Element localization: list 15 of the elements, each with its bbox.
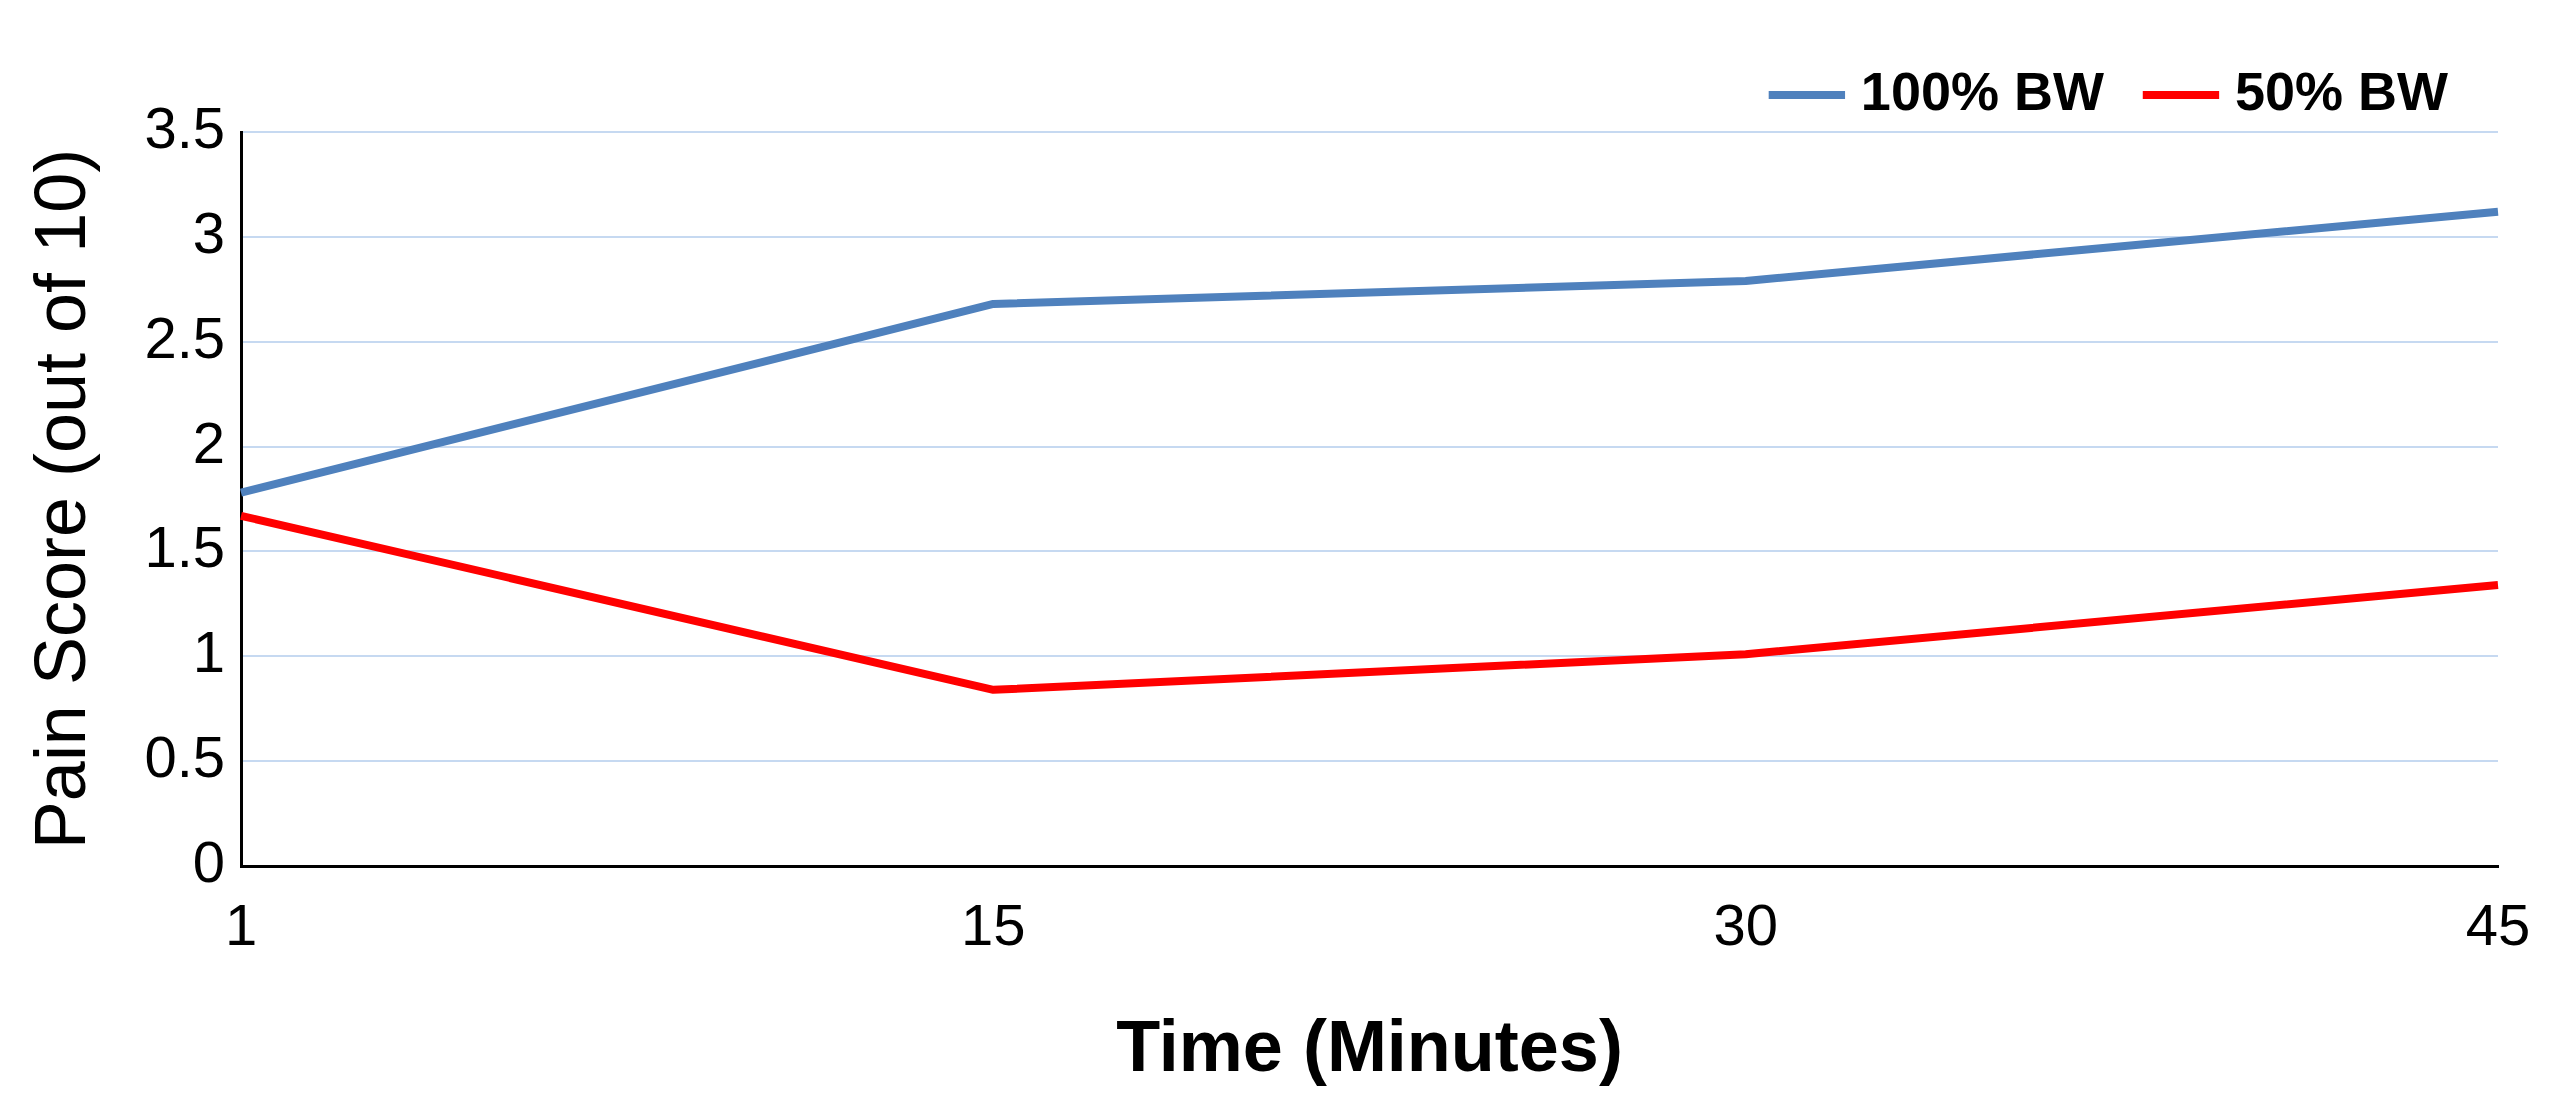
legend-label: 100% BW [1860, 60, 2104, 121]
y-tick-label: 0.5 [144, 724, 226, 790]
y-axis-title: Pain Score (out of 10) [20, 148, 101, 850]
y-tick-label: 0 [192, 829, 226, 894]
y-tick-label: 3 [192, 199, 226, 265]
x-tick-label: 30 [1713, 891, 1778, 957]
y-tick-label: 2 [192, 409, 226, 475]
legend-label: 50% BW [2234, 60, 2449, 121]
y-tick-label: 3.5 [144, 95, 226, 160]
x-axis-title: Time (Minutes) [1116, 1005, 1623, 1086]
y-tick-label: 1 [192, 619, 226, 685]
x-tick-label: 45 [2465, 891, 2531, 957]
y-tick-label: 1.5 [144, 514, 226, 580]
x-tick-label: 15 [961, 891, 1026, 957]
y-tick-label: 2.5 [144, 304, 226, 370]
